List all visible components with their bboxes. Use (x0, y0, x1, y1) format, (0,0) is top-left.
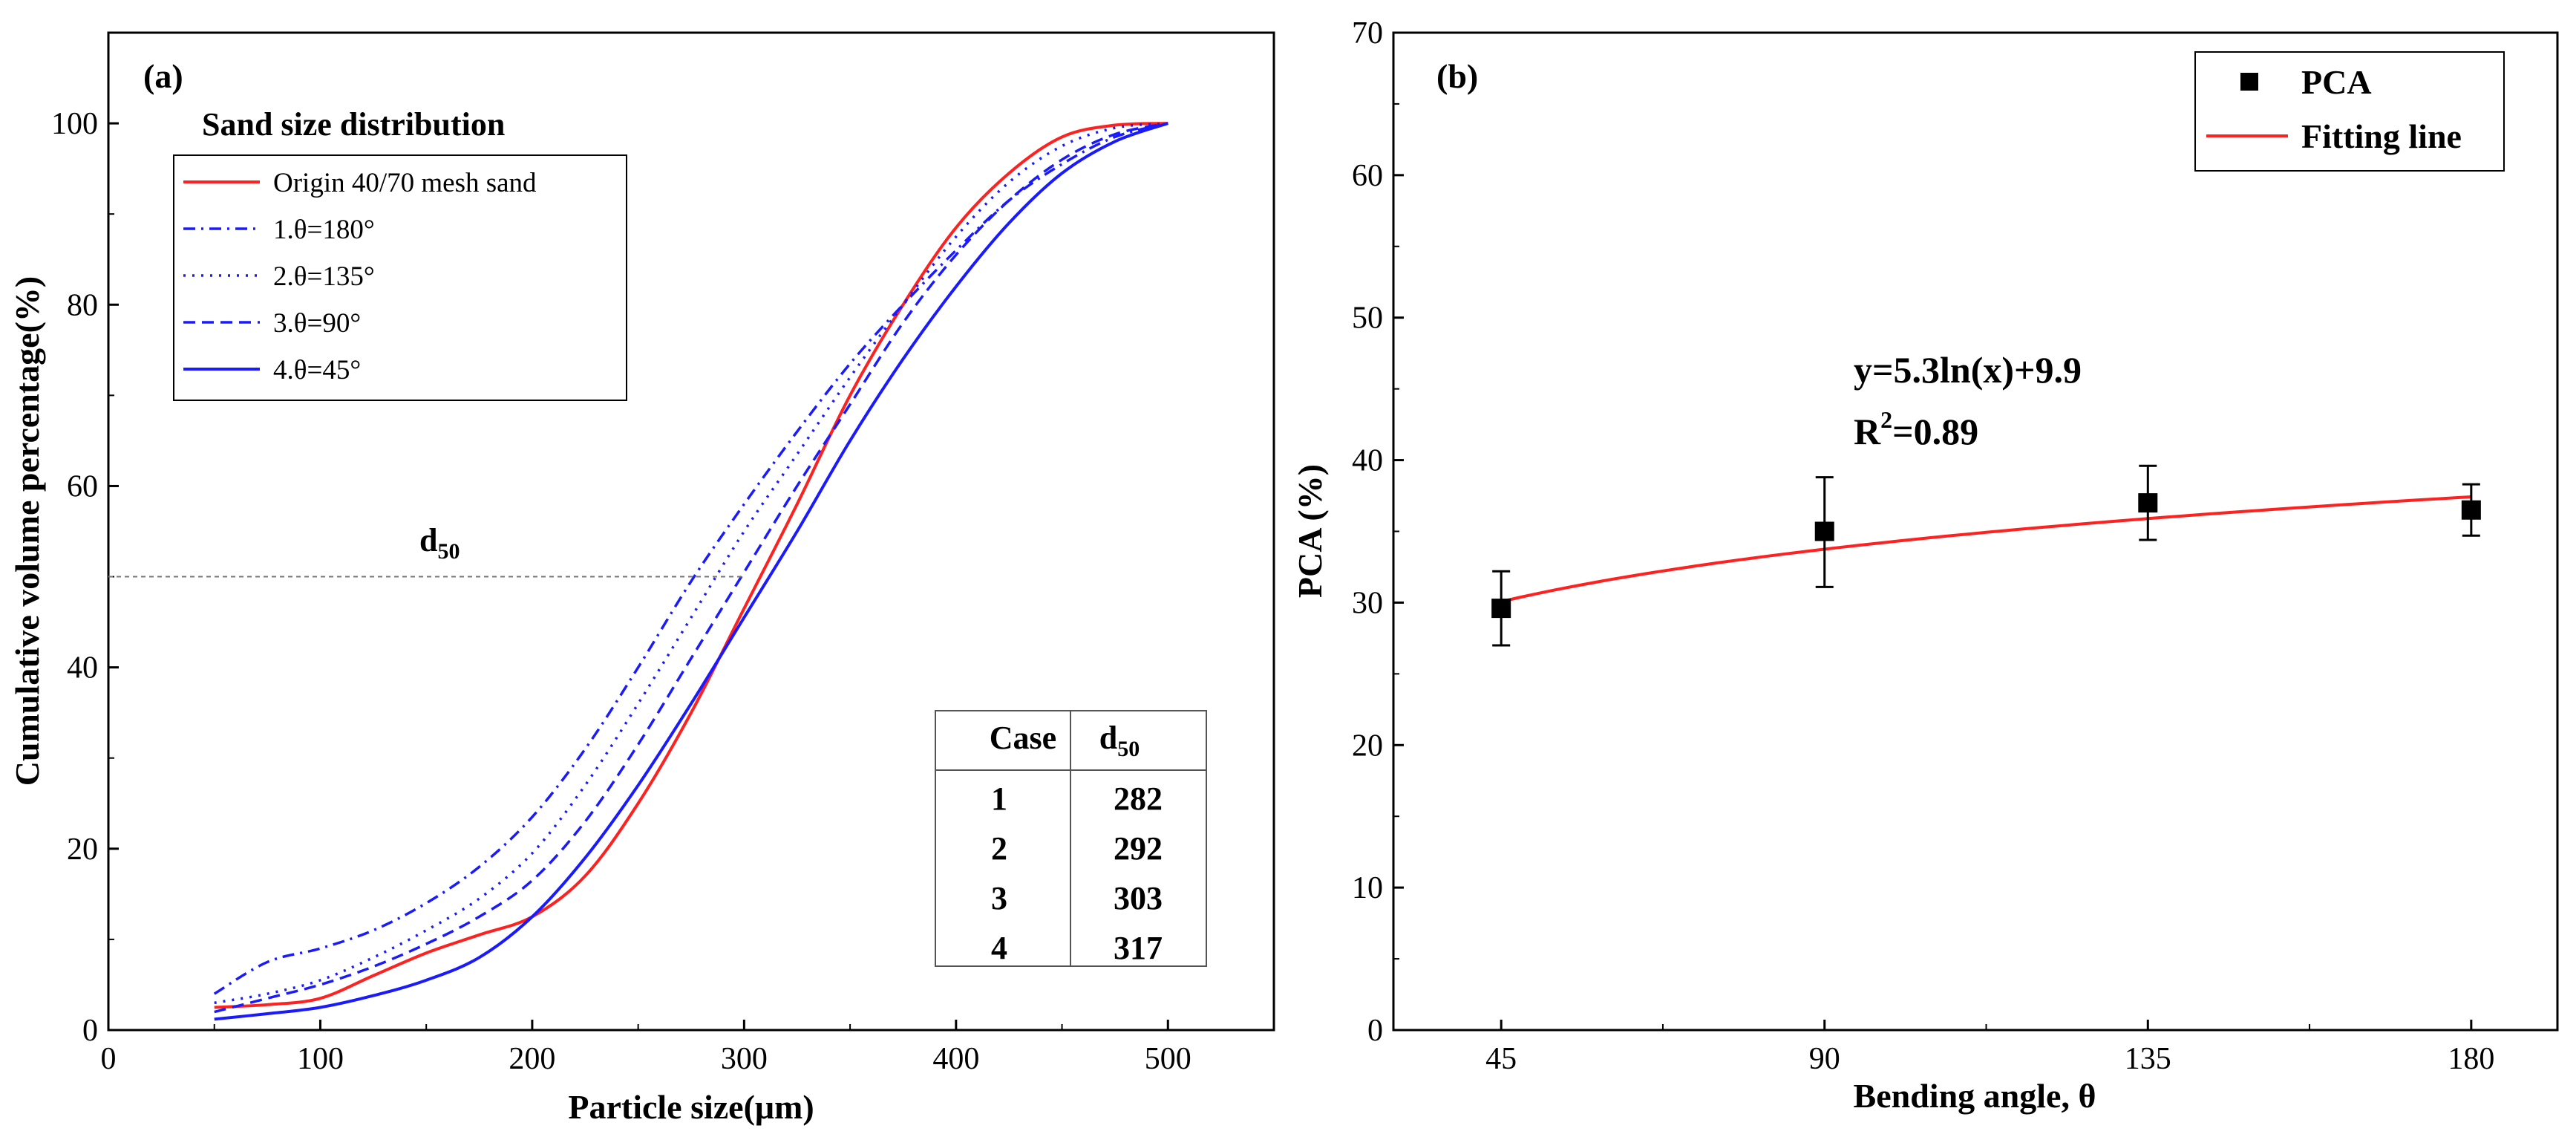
x-tick-label-a: 100 (297, 1042, 344, 1076)
fit-equation: y=5.3ln(x)+9.9 (1854, 349, 2082, 391)
legend-label-3: 3.θ=90° (273, 308, 361, 339)
y-tick-label-a: 80 (67, 288, 98, 322)
y-tick-label-a: 60 (67, 469, 98, 504)
y-tick-label-a: 20 (67, 833, 98, 867)
pca-point (1491, 599, 1511, 619)
panel-a-d50-marker: d50 (108, 522, 745, 578)
panel-b-legend: PCA Fitting line (2194, 51, 2505, 172)
legend-pca-label: PCA (2301, 63, 2372, 101)
y-tick-label-a: 100 (51, 107, 98, 141)
x-tick-label-b: 135 (2125, 1042, 2171, 1076)
table-row-1-d50: 282 (1114, 781, 1163, 817)
table-row-3-d50: 303 (1114, 880, 1163, 916)
legend-fit-label: Fitting line (2301, 117, 2462, 155)
panel-b-frame (1392, 31, 2559, 1032)
x-tick-label-a: 0 (101, 1042, 117, 1076)
table-row-3-case: 3 (991, 880, 1007, 916)
table-row-1-case: 1 (991, 781, 1007, 817)
panel-a-curves (213, 122, 1168, 1021)
legend-label-4: 4.θ=45° (273, 355, 361, 385)
panel-b: 45 90 135 180 0 10 20 30 40 50 60 70 (b) PCA Fittin… (1291, 16, 2559, 1115)
pca-point (2461, 500, 2481, 520)
curve-case-3 (214, 122, 1168, 1014)
legend-label-2: 2.θ=135° (273, 261, 375, 292)
x-tick-label-b: 180 (2448, 1042, 2494, 1076)
pca-point (1814, 521, 1834, 541)
table-row-4-case: 4 (991, 930, 1007, 966)
panel-a-x-axis-label: Particle size(μm) (568, 1088, 814, 1126)
r-squared: R2=0.89 (1854, 406, 1978, 452)
y-tick-label-b: 60 (1352, 159, 1383, 193)
pca-points (1491, 464, 2481, 647)
panel-b-ticks: 45 90 135 180 0 10 20 30 40 50 60 70 (1352, 16, 2494, 1076)
panel-a-legend: Sand size distribution Origin 40/70 mesh… (173, 106, 627, 401)
y-tick-label-b: 30 (1352, 586, 1383, 620)
legend-label-0: Origin 40/70 mesh sand (273, 168, 537, 198)
legend-pca-marker (2240, 73, 2258, 91)
panel-a-y-axis-label: Cumulative volume percentage(%) (8, 276, 46, 786)
x-tick-label-b: 45 (1485, 1042, 1517, 1076)
panel-a-ticks: 0 100 200 300 400 500 0 20 40 60 80 100 (51, 32, 1191, 1076)
x-tick-label-a: 400 (932, 1042, 979, 1076)
fitting-line (1500, 495, 2472, 603)
r-squared-base: R (1854, 411, 1881, 452)
y-tick-label-a: 0 (82, 1014, 98, 1048)
y-tick-label-b: 50 (1352, 302, 1383, 336)
table-header-d50-sub: 50 (1117, 737, 1140, 761)
legend-items: Origin 40/70 mesh sand 1.θ=180° 2.θ=135° 3.… (183, 168, 537, 385)
panel-a: 0 100 200 300 400 500 0 20 40 60 80 100 d50 (a) San… (8, 31, 1275, 1126)
x-tick-label-b: 90 (1809, 1042, 1840, 1076)
y-tick-label-b: 10 (1352, 871, 1383, 905)
x-tick-label-a: 500 (1145, 1042, 1191, 1076)
x-tick-label-a: 300 (721, 1042, 768, 1076)
panel-b-legend-box (2194, 51, 2505, 172)
r-squared-value: =0.89 (1892, 411, 1978, 452)
table-row-2-case: 2 (991, 830, 1007, 867)
x-tick-label-a: 200 (509, 1042, 555, 1076)
r-squared-exp: 2 (1880, 406, 1892, 433)
curve-case-2 (214, 122, 1168, 1005)
panel-b-tag: (b) (1436, 57, 1478, 95)
y-tick-label-b: 70 (1352, 16, 1383, 51)
y-tick-label-b: 40 (1352, 444, 1383, 478)
y-tick-label-b: 0 (1367, 1014, 1383, 1048)
panel-a-tag: (a) (143, 57, 183, 95)
legend-box (173, 154, 627, 401)
pca-point (2138, 493, 2158, 513)
panel-b-x-axis-label: Bending angle, θ (1854, 1077, 2096, 1115)
panel-a-frame (107, 31, 1275, 1032)
curve-case-1 (213, 122, 1168, 995)
d50-label: d50 (419, 522, 460, 564)
d50-table: Case d50 1 282 2 292 3 303 4 317 (935, 710, 1207, 967)
table-row-2-d50: 292 (1114, 830, 1163, 867)
legend-title: Sand size distribution (202, 106, 505, 143)
curve-case-4 (214, 122, 1168, 1021)
y-tick-label-b: 20 (1352, 729, 1383, 763)
legend-label-1: 1.θ=180° (273, 215, 375, 245)
panel-b-y-axis-label: PCA (%) (1291, 464, 1329, 598)
y-tick-label-a: 40 (67, 651, 98, 685)
d50-label-sub: 50 (437, 539, 460, 564)
table-header-case: Case (990, 720, 1056, 756)
table-row-4-d50: 317 (1114, 930, 1163, 966)
